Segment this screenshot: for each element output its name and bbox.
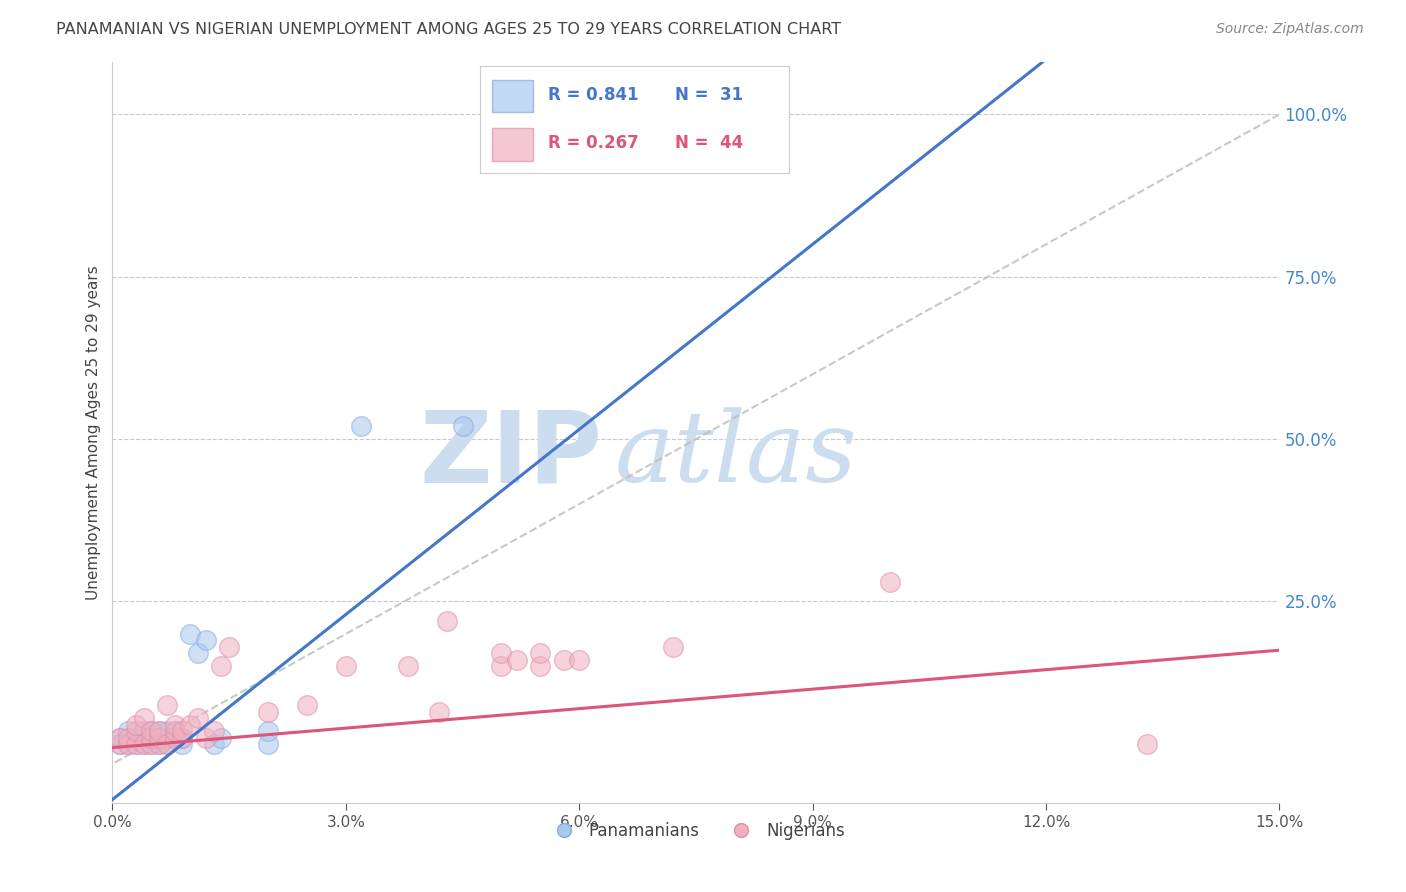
- Point: [172, 731, 194, 745]
- Point: [172, 737, 194, 751]
- Point: [506, 653, 529, 667]
- Point: [218, 640, 240, 654]
- Point: [125, 737, 148, 751]
- Point: [156, 731, 179, 745]
- Point: [257, 705, 280, 719]
- Point: [172, 731, 194, 745]
- Point: [187, 711, 209, 725]
- Point: [396, 659, 419, 673]
- Point: [1136, 737, 1159, 751]
- Point: [879, 574, 901, 589]
- Point: [141, 731, 163, 745]
- Point: [125, 718, 148, 732]
- Point: [141, 724, 163, 739]
- Point: [156, 698, 179, 713]
- Point: [117, 737, 139, 751]
- Point: [148, 724, 170, 739]
- Point: [335, 659, 357, 673]
- Point: [427, 705, 450, 719]
- Point: [209, 731, 232, 745]
- Point: [295, 698, 318, 713]
- Text: Source: ZipAtlas.com: Source: ZipAtlas.com: [1216, 22, 1364, 37]
- Point: [148, 731, 170, 745]
- Point: [614, 107, 637, 121]
- Text: atlas: atlas: [614, 407, 858, 502]
- Point: [202, 737, 225, 751]
- Point: [110, 731, 132, 745]
- Text: ZIP: ZIP: [420, 407, 603, 503]
- Point: [156, 724, 179, 739]
- Point: [125, 724, 148, 739]
- Point: [661, 640, 683, 654]
- Point: [451, 419, 474, 434]
- Point: [117, 731, 139, 745]
- Point: [350, 419, 373, 434]
- Point: [117, 737, 139, 751]
- Point: [491, 659, 513, 673]
- Point: [125, 731, 148, 745]
- Point: [163, 731, 186, 745]
- Point: [194, 633, 217, 648]
- Point: [132, 737, 155, 751]
- Point: [132, 711, 155, 725]
- Point: [156, 737, 179, 751]
- Point: [209, 659, 232, 673]
- Point: [110, 737, 132, 751]
- Point: [141, 737, 163, 751]
- Point: [141, 724, 163, 739]
- Point: [202, 724, 225, 739]
- Point: [132, 724, 155, 739]
- Text: PANAMANIAN VS NIGERIAN UNEMPLOYMENT AMONG AGES 25 TO 29 YEARS CORRELATION CHART: PANAMANIAN VS NIGERIAN UNEMPLOYMENT AMON…: [56, 22, 841, 37]
- Y-axis label: Unemployment Among Ages 25 to 29 years: Unemployment Among Ages 25 to 29 years: [86, 265, 101, 600]
- Point: [257, 737, 280, 751]
- Point: [156, 737, 179, 751]
- Point: [553, 653, 575, 667]
- Point: [141, 731, 163, 745]
- Point: [568, 653, 591, 667]
- Point: [257, 724, 280, 739]
- Legend: Panamanians, Nigerians: Panamanians, Nigerians: [540, 815, 852, 847]
- Point: [141, 737, 163, 751]
- Point: [148, 737, 170, 751]
- Point: [194, 731, 217, 745]
- Point: [436, 614, 458, 628]
- Point: [529, 659, 551, 673]
- Point: [187, 647, 209, 661]
- Point: [132, 737, 155, 751]
- Point: [163, 724, 186, 739]
- Point: [110, 731, 132, 745]
- Point: [125, 737, 148, 751]
- Point: [117, 724, 139, 739]
- Point: [529, 647, 551, 661]
- Point: [491, 647, 513, 661]
- Point: [163, 724, 186, 739]
- Point: [172, 724, 194, 739]
- Point: [179, 627, 201, 641]
- Point: [163, 718, 186, 732]
- Point: [148, 724, 170, 739]
- Point: [148, 731, 170, 745]
- Point: [163, 731, 186, 745]
- Point: [110, 737, 132, 751]
- Point: [148, 737, 170, 751]
- Point: [179, 718, 201, 732]
